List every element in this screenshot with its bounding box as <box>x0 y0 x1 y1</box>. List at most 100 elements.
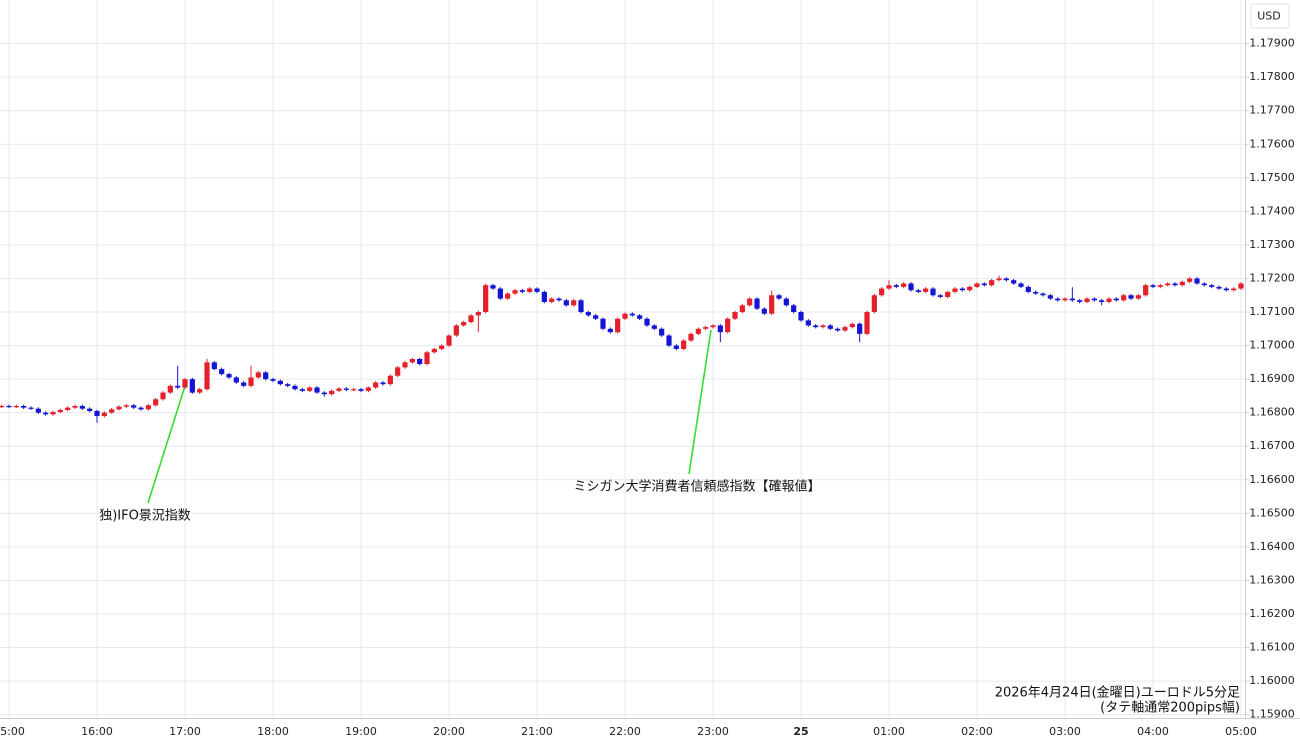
x-tick-label: 16:00 <box>81 725 113 738</box>
y-tick-label: 1.16700 <box>1249 439 1295 452</box>
candle-body <box>725 318 731 333</box>
candle-body <box>343 388 349 390</box>
candle-body <box>1165 283 1171 286</box>
candle-body <box>424 352 430 365</box>
candle-body <box>615 318 621 333</box>
candle-body <box>622 313 628 319</box>
y-tick-label: 1.17200 <box>1249 271 1295 284</box>
candle-body <box>923 288 929 292</box>
candle-body <box>1047 295 1053 299</box>
candle-body <box>28 407 34 409</box>
candle-body <box>336 388 342 391</box>
candle-body <box>915 290 921 292</box>
candle-body <box>483 285 489 313</box>
candle-body <box>453 325 459 336</box>
candle-body <box>1091 298 1097 301</box>
y-tick-label: 1.16800 <box>1249 406 1295 419</box>
candle-body <box>380 382 386 385</box>
candle-body <box>505 293 511 299</box>
candle-body <box>1018 283 1024 287</box>
candle-body <box>519 290 525 292</box>
y-tick-label: 1.17500 <box>1249 171 1295 184</box>
candle-body <box>1157 285 1163 287</box>
candle-body <box>461 322 467 326</box>
annotation-line <box>688 329 712 475</box>
y-tick-label: 1.16200 <box>1249 607 1295 620</box>
candle-body <box>13 405 19 408</box>
candle-body <box>387 375 393 385</box>
candle-body <box>600 318 606 329</box>
candle-body <box>512 290 518 294</box>
candle-body <box>776 295 782 299</box>
candle-body <box>952 288 958 292</box>
candle-body <box>189 379 195 393</box>
candle-body <box>1143 285 1149 296</box>
caption-line: (タテ軸通常200pips幅) <box>1100 701 1240 716</box>
x-tick-label: 25 <box>793 725 808 738</box>
candle-body <box>307 387 313 391</box>
y-tick-label: 1.17800 <box>1249 70 1295 83</box>
candle-body <box>197 389 203 393</box>
candle-body <box>6 405 12 408</box>
candle-body <box>769 295 775 314</box>
candle-body <box>255 372 261 378</box>
candle-body <box>175 385 181 388</box>
candle-body <box>402 362 408 368</box>
candle-body <box>534 288 540 292</box>
candle-body <box>1003 278 1009 281</box>
y-tick-label: 1.17400 <box>1249 204 1295 217</box>
y-tick-label: 1.16300 <box>1249 573 1295 586</box>
candle-body <box>1011 280 1017 284</box>
candle-body <box>1231 288 1237 291</box>
candle-body <box>981 283 987 286</box>
candle-body <box>688 333 694 341</box>
candle-body <box>1201 283 1207 286</box>
candle-body <box>490 285 496 289</box>
candle-body <box>1216 286 1222 289</box>
candle-body <box>417 359 423 365</box>
currency-label: USD <box>1257 10 1281 23</box>
candle-body <box>901 283 907 287</box>
candle-body <box>358 389 364 391</box>
candle-body <box>87 408 93 412</box>
x-tick-label: 20:00 <box>433 725 465 738</box>
annotation-label: ミシガン大学消費者信頼感指数【確報値】 <box>573 479 820 495</box>
candle-body <box>1099 300 1105 302</box>
candle-body <box>1055 298 1061 301</box>
caption-line: 2026年4月24日(金曜日)ユーロドル5分足 <box>995 685 1240 701</box>
candle-body <box>145 405 151 410</box>
candle-body <box>233 377 239 383</box>
candle-body <box>849 323 855 328</box>
candle-body <box>109 409 115 413</box>
candle-body <box>607 328 613 333</box>
candle-body <box>857 323 863 334</box>
candle-body <box>329 390 335 395</box>
candle-body <box>703 327 709 329</box>
candle-body <box>820 325 826 328</box>
candle-body <box>871 295 877 313</box>
candle-body <box>1172 283 1178 286</box>
candle-body <box>299 389 305 391</box>
candle-body <box>57 409 63 413</box>
x-tick-label: 15:00 <box>0 725 25 738</box>
candle-body <box>798 312 804 321</box>
candle-body <box>1238 283 1244 289</box>
candle-body <box>21 405 27 408</box>
y-tick-label: 1.16100 <box>1249 641 1295 654</box>
annotation-label: 独)IFO景況指数 <box>99 509 191 524</box>
candle-body <box>0 405 5 408</box>
x-tick-label: 02:00 <box>961 725 993 738</box>
candle-body <box>226 374 232 378</box>
candle-body <box>879 288 885 296</box>
candle-body <box>717 325 723 333</box>
candle-body <box>497 288 503 299</box>
candle-body <box>761 308 767 314</box>
candle-body <box>886 285 892 289</box>
candle-body <box>549 298 555 302</box>
x-tick-label: 17:00 <box>169 725 201 738</box>
candle-body <box>563 300 569 306</box>
candle-body <box>219 369 225 375</box>
candle-body <box>1033 291 1039 294</box>
